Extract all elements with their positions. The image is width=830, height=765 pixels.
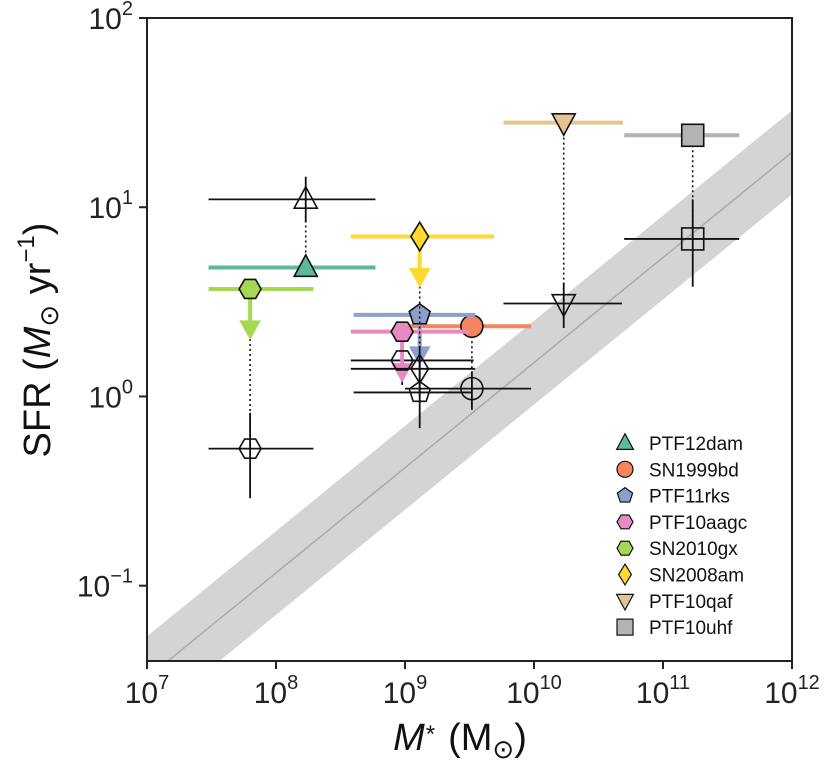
legend-marker-ptf10aagc	[616, 514, 634, 530]
series-sn1999bd	[405, 314, 532, 410]
open-marker-ptf10uhf	[680, 227, 705, 251]
plot-frame	[146, 17, 793, 662]
x-axis-label: M* (M⊙)	[393, 717, 527, 764]
x-tick-label-2: 109	[383, 672, 428, 710]
legend-label-ptf11rks: PTF11rks	[649, 487, 730, 508]
main-sequence-band	[147, 110, 792, 661]
y-tick-label-2: 101	[89, 187, 134, 225]
open-marker-ptf12dam	[292, 185, 319, 209]
open-marker-ptf10qaf	[550, 293, 577, 318]
filled-marker-ptf10aagc	[390, 321, 415, 342]
filled-marker-sn2010gx	[238, 278, 263, 300]
series-ptf10qaf	[503, 113, 624, 329]
legend-marker-ptf10qaf	[615, 593, 635, 612]
legend-label-ptf12dam: PTF12dam	[649, 434, 743, 455]
open-marker-sn2008am	[409, 352, 430, 385]
x-tick-label-0: 107	[125, 672, 170, 710]
legend-item-ptf12dam: PTF12dam	[615, 432, 743, 455]
legend-item-sn2008am: SN2008am	[617, 562, 744, 587]
main-sequence-line	[166, 151, 792, 661]
y-axis-label: SFR (M⊙ yr−1)	[13, 223, 64, 458]
legend-marker-ptf11rks	[616, 486, 634, 503]
series-ptf12dam	[208, 176, 376, 278]
series-sn2010gx	[208, 278, 314, 499]
series-sn2008am	[350, 220, 495, 397]
legend-label-sn2008am: SN2008am	[649, 566, 744, 587]
legend-label-sn2010gx: SN2010gx	[649, 539, 738, 560]
open-marker-ptf10aagc	[390, 350, 415, 371]
open-marker-ptf11rks	[408, 380, 432, 403]
legend-marker-sn1999bd	[616, 460, 634, 478]
legend-marker-sn2008am	[617, 562, 633, 587]
y-tick-label-0: 10−1	[77, 566, 133, 604]
legend-item-ptf11rks: PTF11rks	[616, 486, 730, 508]
legend-label-ptf10aagc: PTF10aagc	[649, 513, 747, 534]
axis-ticks: 107 108 109 1010 1011 1012 10−1 100 101 102	[77, 0, 820, 710]
y-tick-label-1: 100	[89, 376, 134, 414]
legend: PTF12dam SN1999bd PTF11rks PTF10aagc SN2010g…	[615, 432, 747, 639]
y-tick-label-3: 102	[89, 0, 134, 36]
x-tick-label-1: 108	[254, 672, 299, 710]
series-ptf10uhf	[624, 123, 740, 287]
upper-limit-arrow-sn2008am	[408, 268, 431, 288]
open-marker-sn1999bd	[460, 376, 484, 401]
filled-marker-ptf12dam	[292, 253, 319, 278]
upper-limit-arrow-sn2010gx	[239, 320, 261, 340]
filled-marker-sn1999bd	[460, 314, 484, 339]
filled-marker-ptf11rks	[408, 302, 432, 325]
x-tick-label-4: 1011	[636, 672, 690, 710]
legend-label-sn1999bd: SN1999bd	[649, 460, 739, 481]
filled-marker-sn2008am	[409, 220, 430, 253]
x-tick-label-3: 1010	[506, 672, 562, 710]
legend-label-ptf10qaf: PTF10qaf	[649, 592, 733, 613]
legend-marker-ptf10uhf	[616, 618, 634, 636]
data-layer	[208, 113, 740, 499]
series-ptf11rks	[353, 302, 476, 429]
main-sequence	[147, 110, 792, 661]
legend-item-sn2010gx: SN2010gx	[616, 539, 738, 560]
legend-item-ptf10uhf: PTF10uhf	[616, 618, 733, 639]
x-tick-label-5: 1012	[764, 672, 820, 710]
legend-item-sn1999bd: SN1999bd	[616, 460, 739, 481]
legend-item-ptf10aagc: PTF10aagc	[616, 513, 747, 534]
filled-marker-ptf10qaf	[550, 113, 577, 137]
series-ptf10aagc	[350, 321, 474, 385]
filled-marker-ptf10uhf	[680, 123, 705, 148]
legend-marker-sn2010gx	[616, 540, 634, 556]
legend-label-ptf10uhf: PTF10uhf	[649, 618, 733, 639]
legend-marker-ptf12dam	[615, 432, 635, 450]
open-marker-sn2010gx	[238, 438, 263, 459]
legend-item-ptf10qaf: PTF10qaf	[615, 592, 733, 613]
